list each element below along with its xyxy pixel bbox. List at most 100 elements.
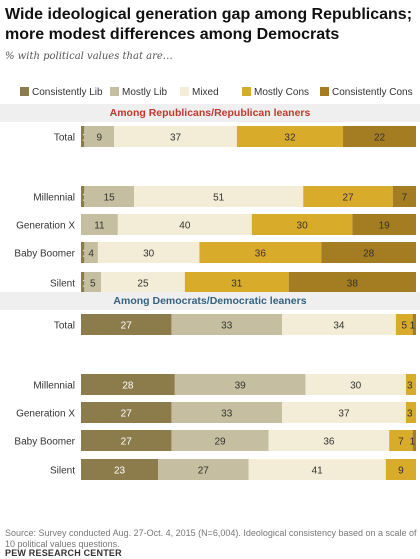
bar-segment-mostly-lib (84, 126, 115, 147)
data-label: 38 (347, 279, 359, 290)
data-label: 3 (407, 409, 413, 420)
row-label-millennial: Millennial (33, 193, 75, 204)
row-label-generation-x: Generation X (16, 409, 75, 420)
bar-segment-mostly-cons (385, 459, 416, 480)
bar-segment-mostly-cons (199, 242, 322, 263)
data-label: 11 (94, 221, 105, 232)
bar-segment-mostly-lib (171, 430, 269, 451)
bar-segment-mostly-lib (158, 459, 249, 480)
data-label: 30 (297, 221, 309, 232)
legend-swatch-mostly-cons (242, 87, 251, 96)
bar-segment-mostly-lib (174, 374, 306, 395)
group-header-1: Among Republicans/Republican leaners (110, 107, 311, 119)
bar-segment-consistently-cons (352, 214, 416, 235)
data-label: 7 (402, 193, 408, 204)
bar-segment-mostly-lib (84, 242, 98, 263)
bar-segment-consistently-lib (81, 374, 175, 395)
data-label: 22 (374, 133, 386, 144)
bar-segment-mostly-cons (405, 402, 416, 423)
data-label: 9 (398, 466, 404, 477)
bar-segment-consistently-lib (81, 402, 172, 423)
data-label: 40 (179, 221, 191, 232)
bar-segment-mixed (282, 314, 396, 335)
data-label: 23 (114, 466, 126, 477)
data-label: 3 (407, 381, 413, 392)
group-header-2: Among Democrats/Democratic leaners (113, 295, 306, 307)
data-label: 28 (363, 249, 375, 260)
group-header-band-1 (0, 104, 420, 122)
group-header-band-2 (0, 292, 420, 310)
data-label: 37 (170, 133, 182, 144)
data-label: 36 (323, 437, 335, 448)
bar-segment-mixed (114, 126, 237, 147)
data-label: 33 (221, 409, 233, 420)
bar-segment-mostly-cons (405, 374, 416, 395)
data-label: 4 (88, 249, 94, 260)
bar-segment-consistently-lib (81, 186, 85, 207)
bar-segment-mixed (248, 459, 386, 480)
bar-segment-mixed (305, 374, 406, 395)
row-label-generation-x: Generation X (16, 221, 75, 232)
data-label: 1 (409, 321, 415, 332)
data-label: 28 (122, 381, 134, 392)
data-label: 7 (398, 437, 404, 448)
data-label: 32 (284, 133, 296, 144)
row-label-total: Total (54, 321, 75, 332)
data-label: 19 (379, 221, 391, 232)
data-label: 27 (198, 466, 210, 477)
bar-segment-mostly-lib (171, 402, 282, 423)
bar-segment-consistently-cons (412, 314, 416, 335)
bar-segment-mostly-lib (171, 314, 282, 335)
legend-label-consistently-cons: Consistently Cons (332, 87, 413, 98)
bar-segment-mixed (101, 272, 185, 293)
bar-segment-mixed (117, 214, 252, 235)
data-label: 30 (350, 381, 362, 392)
data-label: 15 (104, 193, 116, 204)
row-label-total: Total (54, 133, 75, 144)
data-label: 29 (214, 437, 226, 448)
data-label: 27 (121, 321, 133, 332)
legend-label-mostly-lib: Mostly Lib (122, 87, 167, 98)
legend-label-mixed: Mixed (192, 87, 219, 98)
data-label: 25 (137, 279, 149, 290)
bar-segment-mixed (134, 186, 304, 207)
row-label-baby-boomer: Baby Boomer (14, 249, 75, 260)
bar-segment-consistently-lib (81, 314, 172, 335)
bar-segment-consistently-cons (321, 242, 416, 263)
chart-title: Wide ideological generation gap among Re… (5, 6, 413, 43)
data-label: 33 (221, 321, 233, 332)
bar-segment-consistently-lib (81, 430, 172, 451)
data-label: 39 (235, 381, 247, 392)
legend-swatch-consistently-lib (20, 87, 29, 96)
data-label: 30 (143, 249, 155, 260)
bar-segment-mostly-cons (303, 186, 393, 207)
bar-segment-mixed (268, 430, 390, 451)
legend-label-mostly-cons: Mostly Cons (254, 87, 309, 98)
bar-segment-mostly-lib (81, 214, 118, 235)
legend-swatch-consistently-cons (320, 87, 329, 96)
legend-label-consistently-lib: Consistently Lib (32, 87, 103, 98)
bar-segment-mixed (282, 402, 406, 423)
data-label: 5 (401, 321, 407, 332)
data-label: 27 (342, 193, 354, 204)
row-label-silent: Silent (50, 466, 75, 477)
row-label-millennial: Millennial (33, 381, 75, 392)
bar-segment-consistently-lib (81, 242, 85, 263)
bar-segment-consistently-lib (81, 126, 85, 147)
brand-footer: PEW RESEARCH CENTER (5, 548, 122, 558)
bar-segment-consistently-cons (412, 430, 416, 451)
bar-segment-mostly-cons (236, 126, 344, 147)
bar-segment-mostly-lib (84, 186, 135, 207)
data-label: 36 (255, 249, 267, 260)
row-label-silent: Silent (50, 279, 75, 290)
source-note: Source: Survey conducted Aug. 27-Oct. 4,… (5, 528, 417, 549)
bar-segment-mostly-cons (184, 272, 289, 293)
data-label: 37 (338, 409, 350, 420)
bar-segment-mostly-cons (389, 430, 413, 451)
data-label: 31 (231, 279, 243, 290)
row-label-baby-boomer: Baby Boomer (14, 437, 75, 448)
data-label: 27 (121, 409, 133, 420)
legend-swatch-mostly-lib (110, 87, 119, 96)
data-label: 41 (312, 466, 324, 477)
bar-segment-consistently-cons (288, 272, 416, 293)
